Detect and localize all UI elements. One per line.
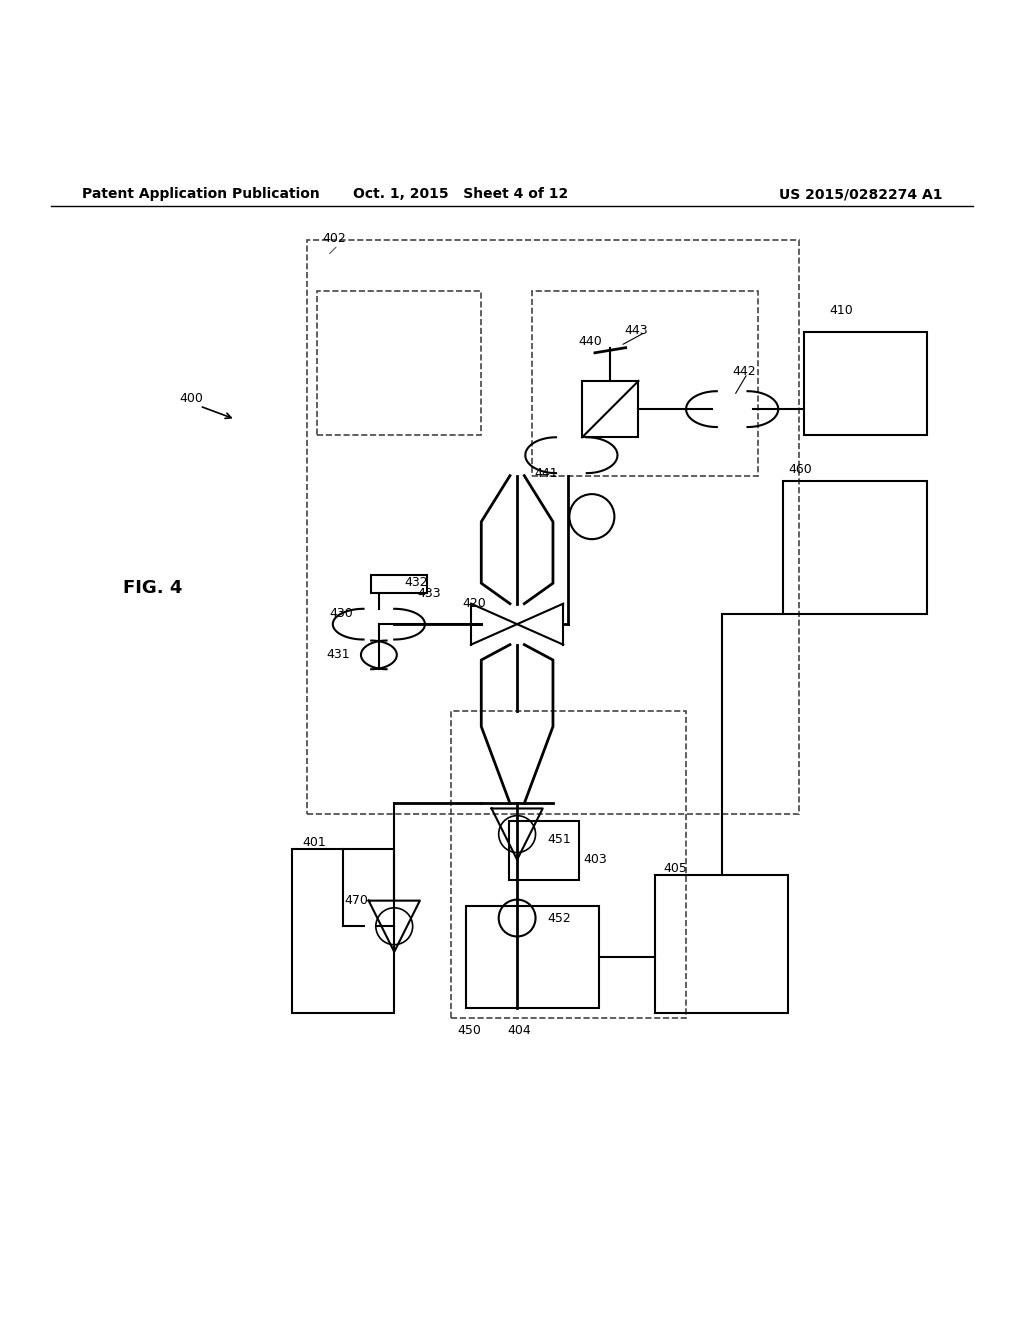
Bar xyxy=(783,480,927,614)
Bar xyxy=(307,240,799,813)
Text: 431: 431 xyxy=(327,648,350,661)
Text: 401: 401 xyxy=(302,837,326,850)
Text: 460: 460 xyxy=(788,463,812,475)
Text: 442: 442 xyxy=(732,366,756,379)
Text: 405: 405 xyxy=(664,862,687,875)
Bar xyxy=(371,576,427,594)
Bar xyxy=(655,875,788,1014)
Bar xyxy=(317,292,481,434)
Text: US 2015/0282274 A1: US 2015/0282274 A1 xyxy=(778,187,942,201)
Text: 410: 410 xyxy=(829,304,853,317)
Text: 432: 432 xyxy=(404,576,428,589)
Text: 440: 440 xyxy=(579,335,602,347)
Bar xyxy=(292,850,394,1014)
Text: 433: 433 xyxy=(418,587,441,599)
Bar xyxy=(582,381,639,437)
Text: 402: 402 xyxy=(323,232,346,246)
Text: Patent Application Publication: Patent Application Publication xyxy=(82,187,319,201)
Text: FIG. 4: FIG. 4 xyxy=(123,579,182,598)
Text: 403: 403 xyxy=(584,853,607,866)
Text: 430: 430 xyxy=(330,607,353,620)
Text: 470: 470 xyxy=(345,894,369,907)
Text: 404: 404 xyxy=(507,1023,530,1036)
Bar xyxy=(466,906,599,1008)
Text: 450: 450 xyxy=(458,1023,481,1036)
Bar xyxy=(804,333,927,434)
Bar xyxy=(509,821,579,880)
Text: 451: 451 xyxy=(548,833,571,846)
Text: 452: 452 xyxy=(548,912,571,924)
Text: 420: 420 xyxy=(463,597,486,610)
Bar xyxy=(451,711,686,1019)
Text: Oct. 1, 2015   Sheet 4 of 12: Oct. 1, 2015 Sheet 4 of 12 xyxy=(353,187,568,201)
Bar xyxy=(532,292,758,475)
Text: 400: 400 xyxy=(179,392,203,405)
Text: 443: 443 xyxy=(625,325,648,338)
Text: 441: 441 xyxy=(535,467,558,480)
